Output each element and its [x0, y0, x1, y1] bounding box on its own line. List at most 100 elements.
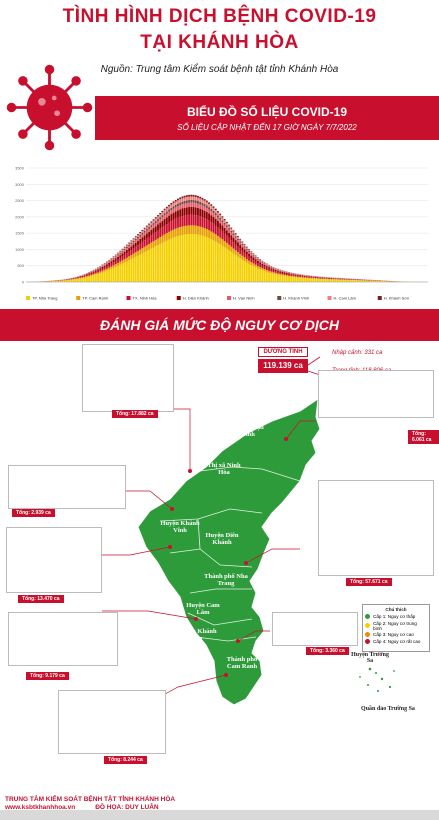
bar-segment	[261, 263, 264, 266]
bar-segment	[232, 235, 235, 238]
ward-box-nha-trang	[318, 480, 434, 576]
legend-label: TP. Cam Ranh	[82, 296, 108, 301]
bar-segment	[132, 238, 135, 240]
bar-segment	[310, 278, 313, 282]
bar-segment	[141, 241, 144, 249]
positive-total: 119.139 ca	[258, 359, 308, 373]
bar-segment	[185, 196, 188, 201]
bar-segment	[336, 278, 339, 280]
bar-segment	[190, 233, 193, 282]
bar-segment	[61, 280, 64, 282]
bar-segment	[161, 235, 164, 243]
bar-segment	[105, 266, 108, 269]
bar-segment	[132, 257, 135, 282]
legend-label: TP. Nha Trang	[32, 296, 58, 301]
bar-segment	[239, 238, 242, 240]
bar-segment	[265, 264, 268, 266]
bar-segment	[199, 196, 202, 199]
bar-segment	[234, 234, 237, 237]
bar-segment	[143, 240, 146, 247]
bar-segment	[103, 265, 106, 268]
bar-segment	[343, 279, 346, 282]
bar-segment	[359, 280, 362, 282]
bar-segment	[123, 249, 126, 252]
bar-segment	[79, 278, 82, 282]
bar-segment	[299, 276, 302, 278]
bar-segment	[128, 260, 131, 282]
bar-segment	[152, 220, 155, 224]
bar-segment	[139, 235, 142, 237]
bar-segment	[154, 246, 157, 282]
bar-segment	[263, 266, 266, 270]
bar-segment	[148, 228, 151, 232]
bar-segment	[123, 251, 126, 255]
legend-label: H. Diên Khánh	[183, 296, 209, 301]
bar-segment	[252, 260, 255, 264]
bar-segment	[221, 222, 224, 226]
bar-segment	[157, 215, 159, 217]
bar-segment	[190, 206, 193, 215]
bar-segment	[256, 259, 259, 261]
bar-segment	[143, 228, 146, 232]
bar-segment	[94, 271, 97, 274]
total-nha-trang: Tổng: 57.671 ca	[346, 578, 392, 586]
bar-segment	[183, 203, 186, 208]
bar-segment	[99, 273, 102, 282]
bar-segment	[214, 213, 217, 216]
bar-segment	[163, 208, 166, 211]
bar-segment	[236, 246, 239, 253]
bar-segment	[254, 259, 257, 262]
bar-segment	[301, 275, 304, 277]
bar-segment	[161, 242, 164, 282]
bar-segment	[225, 223, 228, 226]
footer-website[interactable]: www.ksbtkhanhhoa.vn	[5, 804, 76, 811]
bar-segment	[232, 237, 235, 243]
bar-segment	[134, 252, 137, 257]
footer-bar	[0, 810, 439, 820]
bar-segment	[276, 269, 279, 270]
bar-segment	[177, 198, 179, 201]
bar-segment	[97, 268, 99, 270]
bar-segment	[230, 232, 233, 236]
bar-segment	[101, 272, 104, 282]
bar-segment	[81, 277, 84, 279]
bar-segment	[210, 215, 213, 223]
bar-segment	[283, 271, 286, 273]
bar-segment	[94, 270, 97, 272]
bar-segment	[197, 226, 199, 235]
bar-segment	[161, 215, 164, 218]
bar-segment	[201, 199, 204, 203]
bar-segment	[137, 238, 139, 241]
bar-segment	[190, 225, 193, 234]
bar-segment	[108, 261, 111, 262]
bar-segment	[285, 272, 288, 273]
bar-segment	[225, 225, 228, 228]
bar-segment	[121, 249, 124, 251]
bar-segment	[252, 257, 255, 261]
bar-segment	[132, 248, 135, 254]
bar-segment	[181, 234, 184, 282]
bar-segment	[174, 199, 177, 202]
bar-segment	[161, 227, 164, 236]
bar-segment	[114, 254, 117, 256]
bar-segment	[252, 266, 255, 282]
bar-segment	[243, 249, 246, 253]
bar-segment	[172, 212, 175, 220]
bar-segment	[57, 280, 59, 282]
bar-segment	[219, 237, 222, 245]
bar-segment	[270, 267, 273, 269]
bar-segment	[272, 272, 275, 274]
bar-segment	[230, 246, 233, 253]
bar-segment	[285, 275, 288, 277]
bar-segment	[256, 263, 259, 266]
bar-segment	[172, 202, 175, 207]
bar-segment	[145, 245, 148, 252]
bar-segment	[236, 242, 239, 247]
bar-segment	[314, 278, 317, 279]
bar-segment	[150, 225, 153, 227]
legend-item: Cấp 3: Nguy cơ cao	[365, 632, 427, 637]
bar-segment	[114, 266, 117, 282]
bar-segment	[154, 223, 157, 227]
bar-segment	[261, 270, 264, 282]
y-tick-label: 2000	[15, 214, 25, 219]
